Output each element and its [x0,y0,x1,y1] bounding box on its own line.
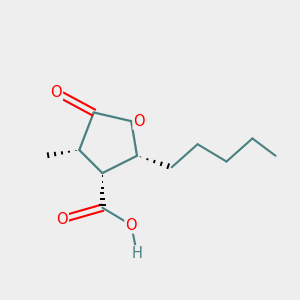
Text: O: O [56,212,68,227]
Text: H: H [132,246,142,261]
Text: O: O [134,114,145,129]
Text: O: O [125,218,137,232]
Text: O: O [50,85,62,100]
